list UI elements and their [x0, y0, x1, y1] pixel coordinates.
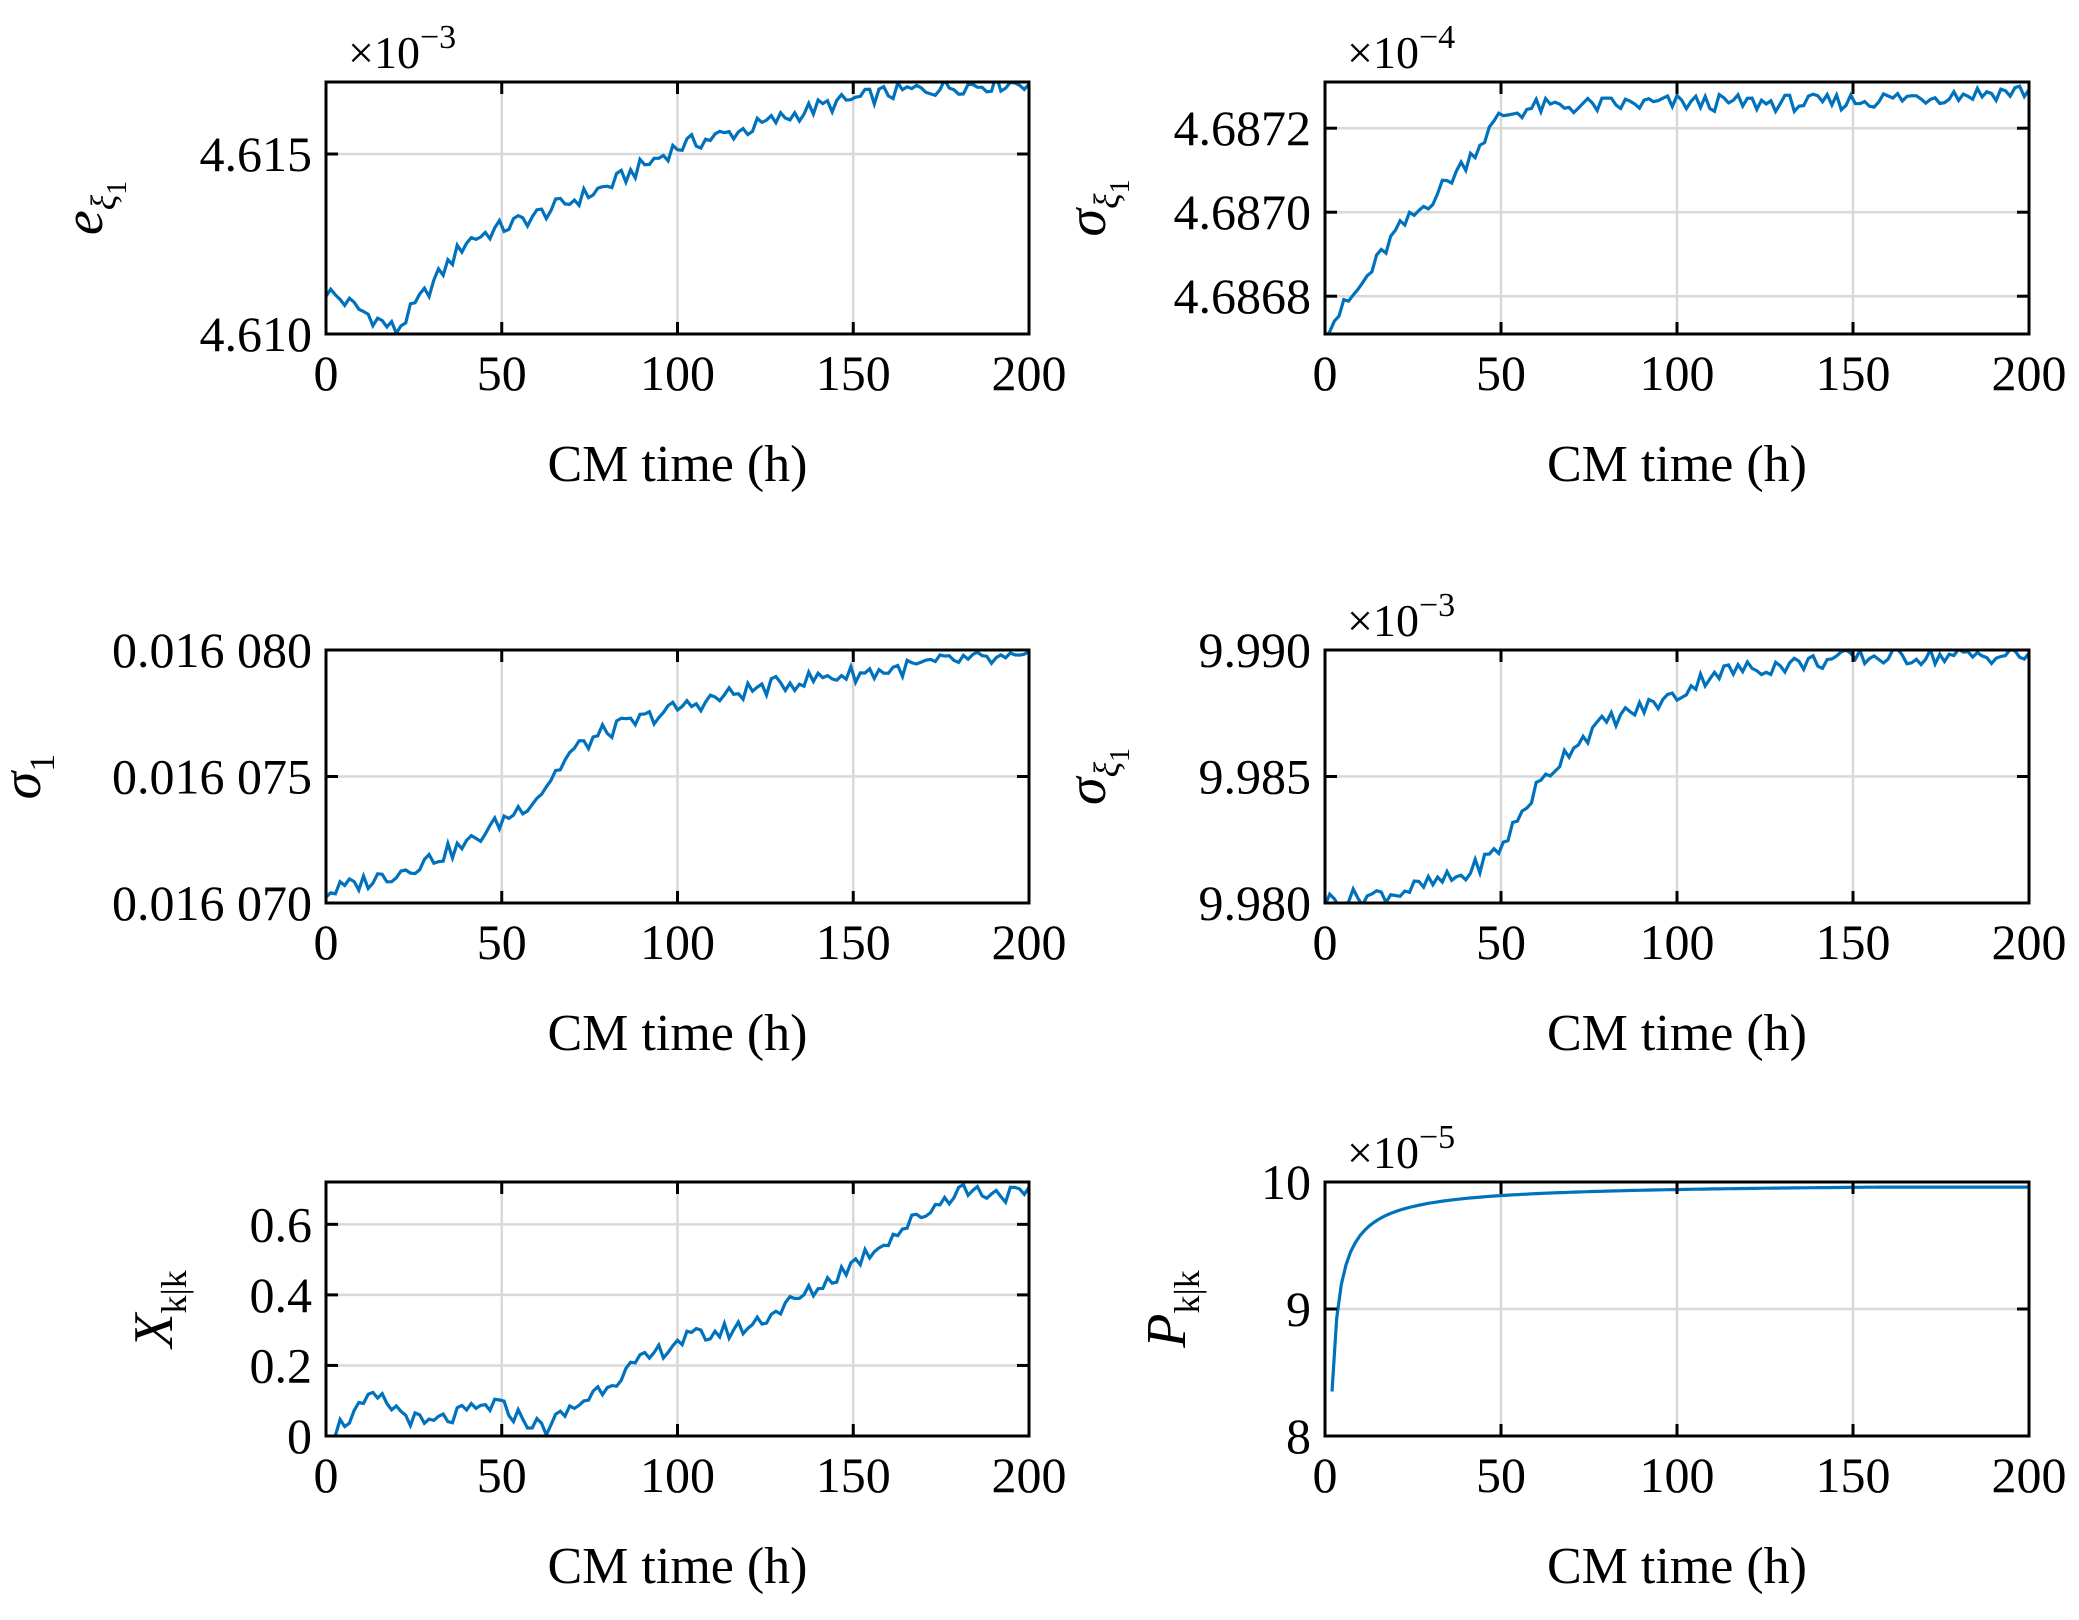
x-tick-label: 200	[1992, 914, 2067, 970]
x-tick-label: 100	[640, 1447, 715, 1503]
x-tick-label: 0	[314, 1447, 339, 1503]
x-tick-label: 100	[640, 345, 715, 401]
x-tick-label: 0	[1313, 1447, 1338, 1503]
y-tick-label: 4.6872	[1174, 100, 1312, 156]
subplot-p4: 0 50 100 150 200 9.980 9.985 9.990 CM time (h) ×1…	[1056, 587, 2067, 1062]
subplot-p6: 0 50 100 150 200 8 9 10 CM time (h) ×10−5 Pk|k	[1136, 1119, 2067, 1595]
series-line	[1326, 84, 2029, 334]
x-tick-label: 150	[1816, 1447, 1891, 1503]
x-tick-label: 200	[992, 1447, 1067, 1503]
y-axis-label: Xk|k	[123, 1270, 194, 1349]
x-tick-label: 0	[314, 345, 339, 401]
series-line	[331, 1182, 1029, 1436]
x-tick-label: 50	[1476, 914, 1526, 970]
x-tick-label: 150	[1816, 914, 1891, 970]
series-line	[1330, 1185, 2029, 1392]
x-tick-label: 200	[992, 914, 1067, 970]
y-tick-label: 9.990	[1199, 622, 1312, 678]
y-tick-label: 8	[1286, 1408, 1311, 1464]
x-tick-label: 0	[1313, 345, 1338, 401]
x-tick-label: 100	[1640, 345, 1715, 401]
exponent-label: ×10−5	[1347, 1119, 1455, 1178]
y-tick-label: 4.615	[200, 126, 313, 182]
y-axis-label: Pk|k	[1136, 1270, 1207, 1348]
y-axis-label: σ1	[0, 754, 62, 800]
exponent-label: ×10−3	[348, 19, 456, 78]
x-tick-label: 50	[477, 1447, 527, 1503]
x-tick-label: 150	[816, 1447, 891, 1503]
y-tick-label: 0.2	[250, 1337, 313, 1393]
x-axis-label: CM time (h)	[1547, 436, 1807, 493]
y-tick-label: 10	[1261, 1154, 1311, 1210]
y-tick-label: 9.980	[1199, 875, 1312, 931]
y-tick-label: 9	[1286, 1281, 1311, 1337]
series-line	[326, 82, 1029, 334]
x-tick-label: 0	[314, 914, 339, 970]
y-tick-label: 4.610	[200, 306, 313, 362]
x-tick-label: 200	[1992, 1447, 2067, 1503]
y-tick-label: 0.4	[250, 1267, 313, 1323]
y-tick-label: 0	[287, 1408, 312, 1464]
x-axis-label: CM time (h)	[548, 1005, 808, 1062]
subplot-p2: 0 50 100 150 200 4.6868 4.6870 4.6872 CM time (h…	[1056, 19, 2067, 493]
exponent-label: ×10−3	[1347, 587, 1455, 646]
x-tick-label: 0	[1313, 914, 1338, 970]
y-axis-label: σξ1	[1056, 748, 1136, 805]
x-tick-label: 100	[1640, 914, 1715, 970]
x-tick-label: 150	[1816, 345, 1891, 401]
x-axis-label: CM time (h)	[1547, 1538, 1807, 1595]
y-tick-label: 0.016 070	[112, 875, 312, 931]
y-axis-label: eξ1	[53, 181, 133, 235]
x-tick-label: 100	[640, 914, 715, 970]
subplot-p3: 0 50 100 150 200 0.016 070 0.016 075 0.016 080 C…	[0, 622, 1067, 1062]
y-axis-label: σξ1	[1056, 179, 1136, 236]
x-tick-label: 150	[816, 345, 891, 401]
x-tick-label: 50	[1476, 1447, 1526, 1503]
x-tick-label: 50	[1476, 345, 1526, 401]
x-tick-label: 200	[1992, 345, 2067, 401]
series-line	[326, 650, 1029, 899]
x-axis-label: CM time (h)	[548, 1538, 808, 1595]
x-axis-label: CM time (h)	[1547, 1005, 1807, 1062]
y-tick-label: 9.985	[1199, 749, 1312, 805]
y-tick-label: 0.6	[250, 1196, 313, 1252]
x-tick-label: 150	[816, 914, 891, 970]
x-tick-label: 100	[1640, 1447, 1715, 1503]
y-tick-label: 0.016 080	[112, 622, 312, 678]
x-tick-label: 50	[477, 914, 527, 970]
series-line	[1325, 650, 2029, 903]
y-tick-label: 4.6870	[1174, 184, 1312, 240]
y-tick-label: 4.6868	[1174, 268, 1312, 324]
subplot-p1: 0 50 100 150 200 4.610 4.615 CM time (h) ×10−3 eξ…	[53, 19, 1067, 493]
y-tick-label: 0.016 075	[112, 749, 312, 805]
x-tick-label: 50	[477, 345, 527, 401]
exponent-label: ×10−4	[1347, 19, 1455, 78]
x-tick-label: 200	[992, 345, 1067, 401]
x-axis-label: CM time (h)	[548, 436, 808, 493]
